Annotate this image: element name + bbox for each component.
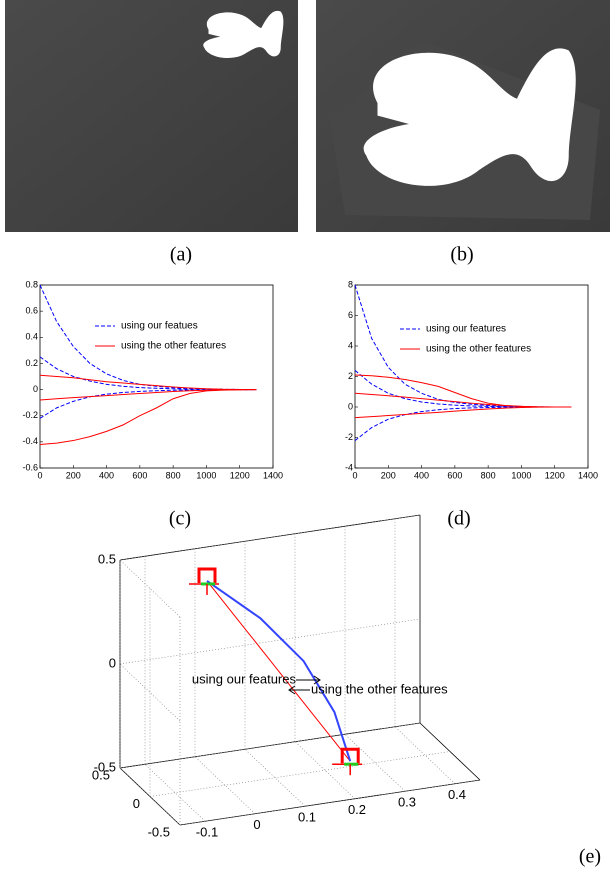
line <box>39 389 257 401</box>
grid-line <box>119 722 421 769</box>
annotation-arrow <box>288 685 310 695</box>
y-tick-label: 0 <box>133 796 140 811</box>
caption: (e) <box>579 846 601 868</box>
camera-marker <box>197 567 217 583</box>
caption: (a) <box>170 244 192 266</box>
legend-label: using our featues <box>121 321 198 332</box>
y-tick-label: 6 <box>348 310 353 320</box>
x-tick-label: 0 <box>352 470 357 480</box>
annotation: using the other features <box>311 681 448 696</box>
line <box>39 284 257 391</box>
y-tick-label: 0.5 <box>92 767 110 782</box>
line <box>39 389 257 445</box>
grid-line <box>119 514 421 561</box>
y-tick-label: -0.6 <box>22 462 38 472</box>
z-tick-label: -0.5 <box>94 759 116 774</box>
y-tick-label: 0 <box>348 401 353 411</box>
x-tick-label: 600 <box>447 470 462 480</box>
y-tick-label: -2 <box>345 432 353 442</box>
x-tick-label: 1200 <box>230 470 250 480</box>
x-tick-label: 200 <box>66 470 81 480</box>
x-tick-label: 0.4 <box>448 787 466 802</box>
x-tick-label: 0.3 <box>398 795 416 810</box>
annotation: using our features <box>192 671 297 686</box>
caption: (b) <box>450 244 473 266</box>
x-tick-label: 1000 <box>511 470 531 480</box>
caption: (d) <box>447 508 470 530</box>
y-tick-label: 0.6 <box>25 306 38 316</box>
y-tick-label: 0 <box>33 384 38 394</box>
line <box>354 406 572 419</box>
y-tick-label: -0.4 <box>22 436 38 446</box>
x-tick-label: 0.1 <box>298 810 316 825</box>
plot-frame <box>39 284 274 469</box>
x-tick-label: 800 <box>166 470 181 480</box>
y-tick-label: -0.2 <box>22 410 38 420</box>
legend-label: using the other features <box>426 344 531 355</box>
y-tick-label: -0.5 <box>148 824 170 839</box>
line <box>39 389 257 419</box>
grid-line <box>144 764 206 822</box>
annotation-arrow <box>296 675 321 685</box>
x-tick-label: 0.2 <box>348 802 366 817</box>
x-tick-label: 400 <box>99 470 114 480</box>
x-tick-label: 800 <box>481 470 496 480</box>
plot-frame <box>354 284 589 469</box>
x-tick-label: 1400 <box>578 470 598 480</box>
x-tick-label: 600 <box>132 470 147 480</box>
grid-line <box>119 618 421 665</box>
y-tick-label: 2 <box>348 371 353 381</box>
y-tick-label: -4 <box>345 462 353 472</box>
grid-line <box>179 779 481 826</box>
y-tick-label: 8 <box>348 279 353 289</box>
photo-a <box>5 0 298 232</box>
photo-b <box>316 0 610 232</box>
x-tick-label: 0 <box>37 470 42 480</box>
x-tick-label: 400 <box>414 470 429 480</box>
x-tick-label: 1200 <box>545 470 565 480</box>
grid-line <box>149 751 451 797</box>
x-tick-label: 1400 <box>263 470 283 480</box>
x-tick-label: 0 <box>253 817 260 832</box>
legend-label: using our features <box>426 324 506 335</box>
trajectory <box>206 580 351 762</box>
z-tick-label: 0.5 <box>98 551 116 566</box>
x-tick-label: 1000 <box>196 470 216 480</box>
y-tick-label: 0.4 <box>25 332 38 342</box>
line <box>354 406 572 441</box>
camera-marker <box>340 747 360 764</box>
z-tick-label: 0 <box>109 655 116 670</box>
trajectory <box>206 580 352 762</box>
line <box>354 370 572 408</box>
x-tick-label: 200 <box>381 470 396 480</box>
y-tick-label: 0.2 <box>25 358 38 368</box>
y-tick-label: 0.8 <box>25 279 38 289</box>
x-tick-label: -0.1 <box>196 825 218 840</box>
caption: (c) <box>169 508 191 530</box>
line <box>39 374 257 391</box>
y-tick-label: 4 <box>348 340 353 350</box>
grid-line <box>394 726 456 784</box>
legend-label: using the other features <box>121 341 226 352</box>
